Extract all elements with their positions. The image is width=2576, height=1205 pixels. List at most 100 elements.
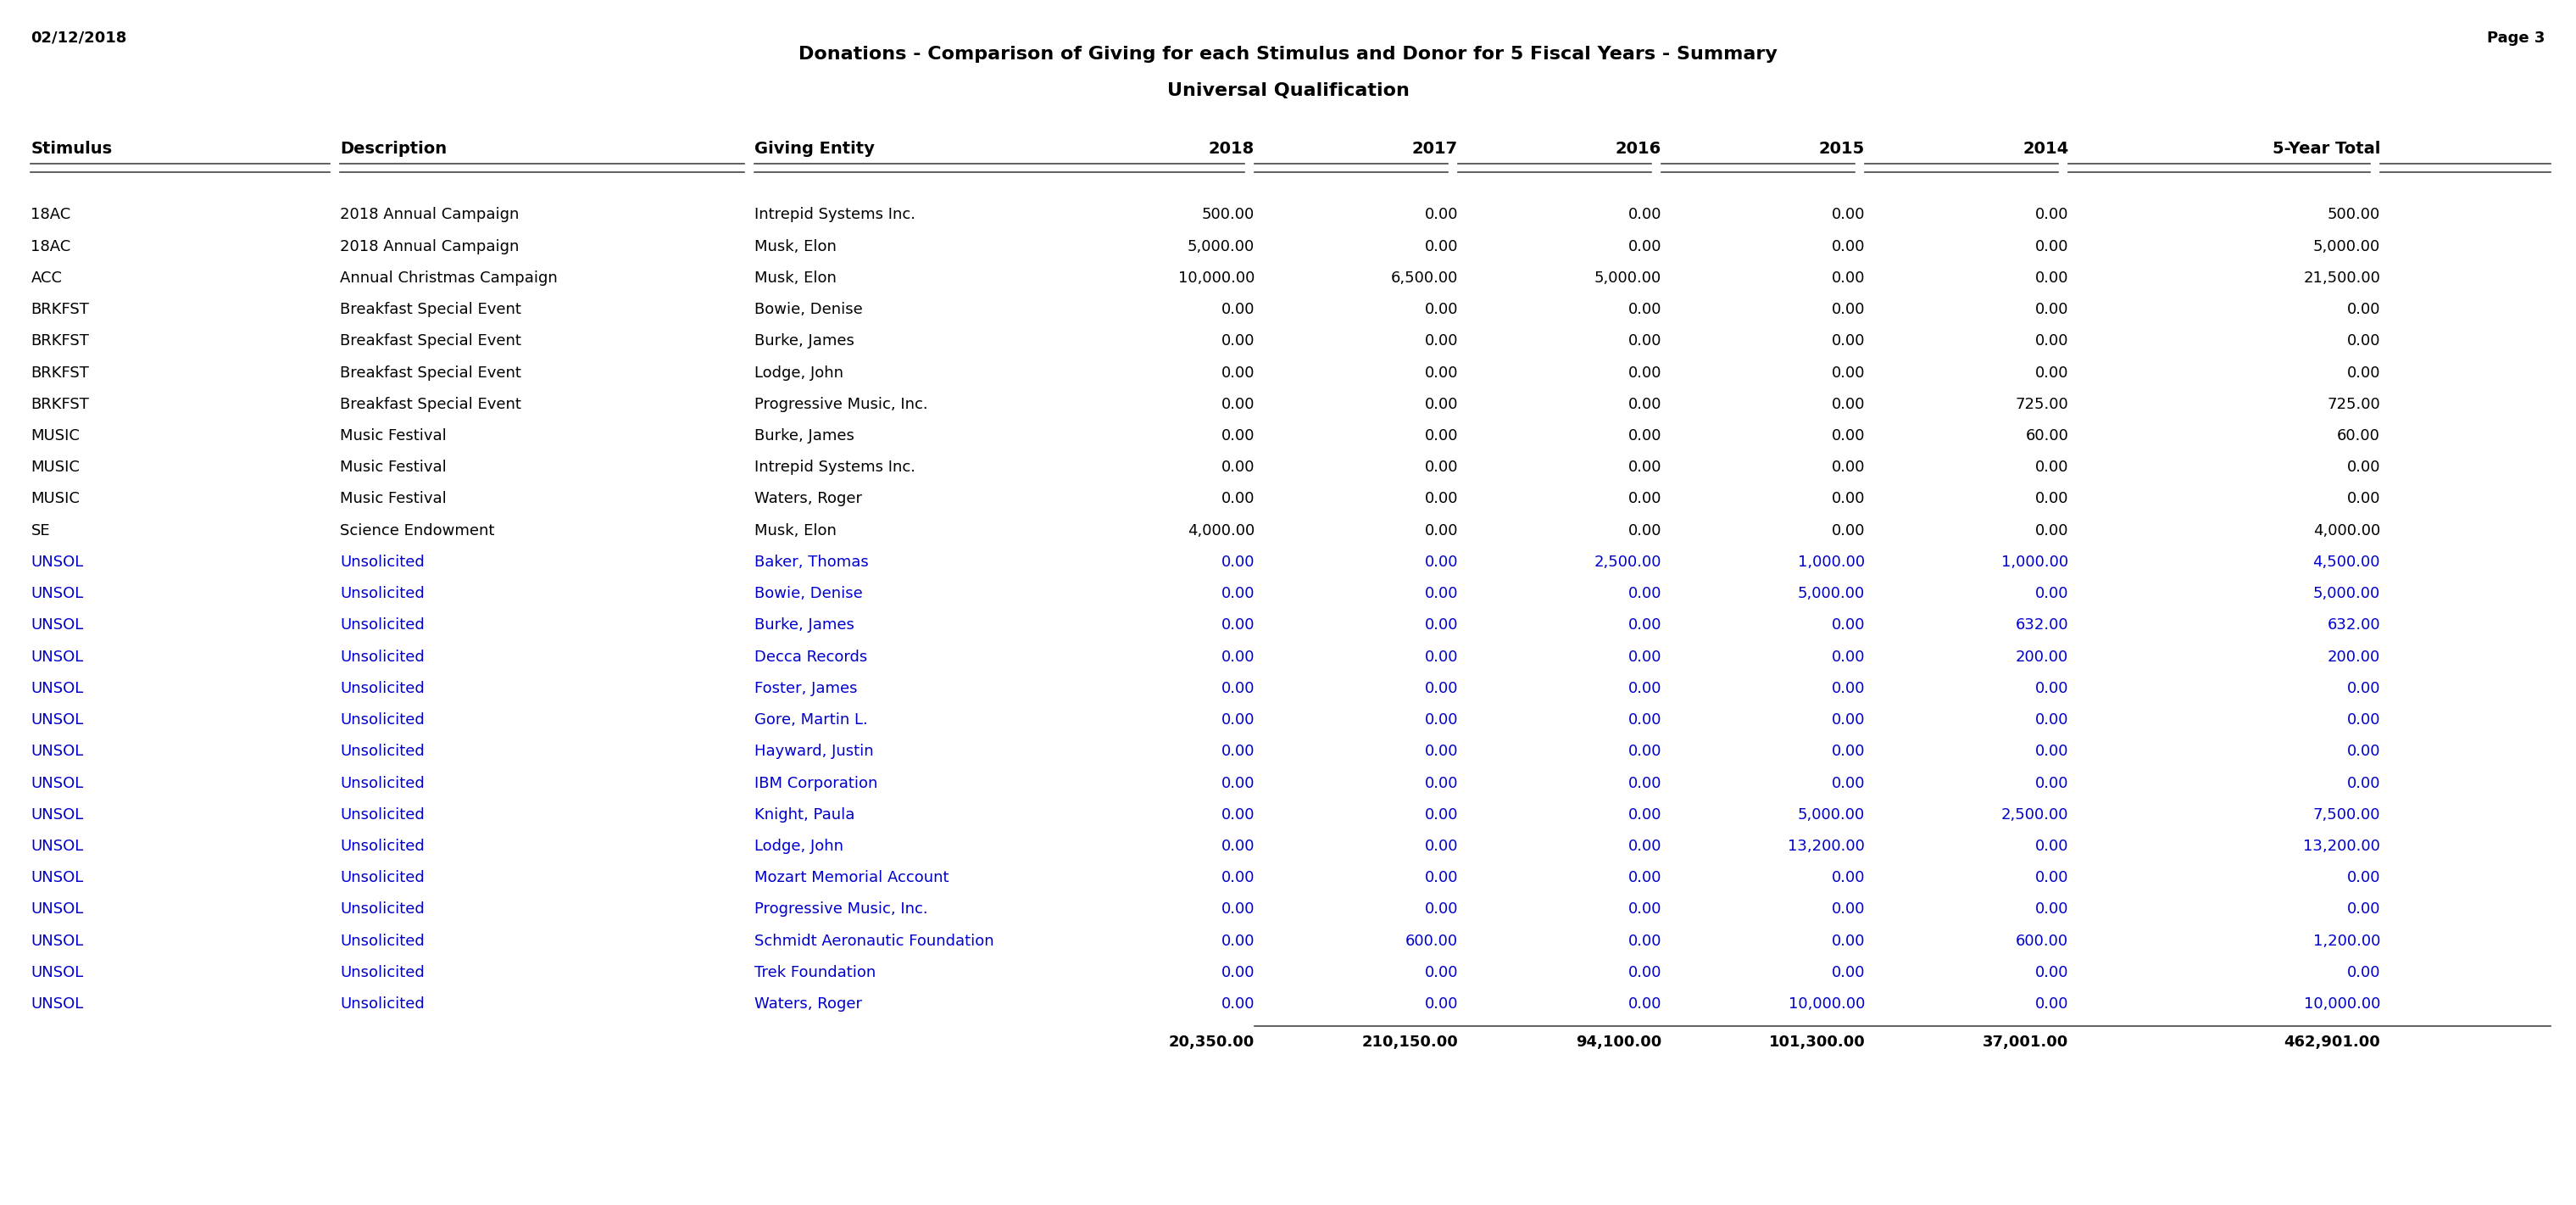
Text: 0.00: 0.00 xyxy=(1628,997,1662,1012)
Text: 500.00: 500.00 xyxy=(1203,207,1255,223)
Text: UNSOL: UNSOL xyxy=(31,649,82,664)
Text: 0.00: 0.00 xyxy=(1628,460,1662,475)
Text: Burke, James: Burke, James xyxy=(755,618,855,633)
Text: Mozart Memorial Account: Mozart Memorial Account xyxy=(755,870,951,886)
Text: 0.00: 0.00 xyxy=(1628,239,1662,254)
Text: Knight, Paula: Knight, Paula xyxy=(755,807,855,822)
Text: 0.00: 0.00 xyxy=(1425,712,1458,728)
Text: Unsolicited: Unsolicited xyxy=(340,934,425,948)
Text: BRKFST: BRKFST xyxy=(31,365,90,381)
Text: 0.00: 0.00 xyxy=(1425,396,1458,412)
Text: 0.00: 0.00 xyxy=(2347,965,2380,980)
Text: 0.00: 0.00 xyxy=(1425,618,1458,633)
Text: Breakfast Special Event: Breakfast Special Event xyxy=(340,334,520,348)
Text: Waters, Roger: Waters, Roger xyxy=(755,997,863,1012)
Text: Page 3: Page 3 xyxy=(2488,30,2545,46)
Text: UNSOL: UNSOL xyxy=(31,743,82,759)
Text: 60.00: 60.00 xyxy=(2025,428,2069,443)
Text: Unsolicited: Unsolicited xyxy=(340,681,425,696)
Text: 1,000.00: 1,000.00 xyxy=(1798,554,1865,570)
Text: 13,200.00: 13,200.00 xyxy=(2303,839,2380,854)
Text: 0.00: 0.00 xyxy=(1425,302,1458,317)
Text: UNSOL: UNSOL xyxy=(31,776,82,790)
Text: 0.00: 0.00 xyxy=(1628,302,1662,317)
Text: Unsolicited: Unsolicited xyxy=(340,901,425,917)
Text: 0.00: 0.00 xyxy=(1221,492,1255,506)
Text: UNSOL: UNSOL xyxy=(31,965,82,980)
Text: 0.00: 0.00 xyxy=(1832,270,1865,286)
Text: 0.00: 0.00 xyxy=(1425,776,1458,790)
Text: 0.00: 0.00 xyxy=(1221,334,1255,348)
Text: MUSIC: MUSIC xyxy=(31,428,80,443)
Text: 6,500.00: 6,500.00 xyxy=(1391,270,1458,286)
Text: 18AC: 18AC xyxy=(31,207,72,223)
Text: 5-Year Total: 5-Year Total xyxy=(2272,141,2380,157)
Text: Musk, Elon: Musk, Elon xyxy=(755,270,837,286)
Text: 0.00: 0.00 xyxy=(2347,460,2380,475)
Text: 0.00: 0.00 xyxy=(2035,492,2069,506)
Text: 462,901.00: 462,901.00 xyxy=(2285,1034,2380,1050)
Text: 0.00: 0.00 xyxy=(1221,302,1255,317)
Text: 0.00: 0.00 xyxy=(1628,807,1662,822)
Text: 0.00: 0.00 xyxy=(1221,649,1255,664)
Text: Musk, Elon: Musk, Elon xyxy=(755,239,837,254)
Text: Music Festival: Music Festival xyxy=(340,428,446,443)
Text: Trek Foundation: Trek Foundation xyxy=(755,965,876,980)
Text: 0.00: 0.00 xyxy=(2347,492,2380,506)
Text: 0.00: 0.00 xyxy=(2347,901,2380,917)
Text: 0.00: 0.00 xyxy=(1628,492,1662,506)
Text: Waters, Roger: Waters, Roger xyxy=(755,492,863,506)
Text: 0.00: 0.00 xyxy=(1221,776,1255,790)
Text: 0.00: 0.00 xyxy=(1425,743,1458,759)
Text: 0.00: 0.00 xyxy=(2035,776,2069,790)
Text: 600.00: 600.00 xyxy=(1406,934,1458,948)
Text: 0.00: 0.00 xyxy=(1425,523,1458,539)
Text: Burke, James: Burke, James xyxy=(755,428,855,443)
Text: 0.00: 0.00 xyxy=(1221,554,1255,570)
Text: Intrepid Systems Inc.: Intrepid Systems Inc. xyxy=(755,207,917,223)
Text: 0.00: 0.00 xyxy=(2035,681,2069,696)
Text: 0.00: 0.00 xyxy=(2035,239,2069,254)
Text: Unsolicited: Unsolicited xyxy=(340,839,425,854)
Text: UNSOL: UNSOL xyxy=(31,839,82,854)
Text: 0.00: 0.00 xyxy=(1832,460,1865,475)
Text: 0.00: 0.00 xyxy=(2035,334,2069,348)
Text: Decca Records: Decca Records xyxy=(755,649,868,664)
Text: Musk, Elon: Musk, Elon xyxy=(755,523,837,539)
Text: 0.00: 0.00 xyxy=(1425,681,1458,696)
Text: Bowie, Denise: Bowie, Denise xyxy=(755,586,863,601)
Text: Intrepid Systems Inc.: Intrepid Systems Inc. xyxy=(755,460,917,475)
Text: 0.00: 0.00 xyxy=(1628,681,1662,696)
Text: 2018 Annual Campaign: 2018 Annual Campaign xyxy=(340,207,520,223)
Text: 0.00: 0.00 xyxy=(1628,934,1662,948)
Text: 0.00: 0.00 xyxy=(1425,554,1458,570)
Text: 0.00: 0.00 xyxy=(1832,965,1865,980)
Text: 02/12/2018: 02/12/2018 xyxy=(31,30,126,46)
Text: 5,000.00: 5,000.00 xyxy=(2313,586,2380,601)
Text: 0.00: 0.00 xyxy=(1628,712,1662,728)
Text: 0.00: 0.00 xyxy=(1425,807,1458,822)
Text: 0.00: 0.00 xyxy=(1628,428,1662,443)
Text: 0.00: 0.00 xyxy=(1628,776,1662,790)
Text: Unsolicited: Unsolicited xyxy=(340,586,425,601)
Text: 10,000.00: 10,000.00 xyxy=(1177,270,1255,286)
Text: Universal Qualification: Universal Qualification xyxy=(1167,82,1409,99)
Text: 2014: 2014 xyxy=(2022,141,2069,157)
Text: 0.00: 0.00 xyxy=(1832,870,1865,886)
Text: Bowie, Denise: Bowie, Denise xyxy=(755,302,863,317)
Text: 2,500.00: 2,500.00 xyxy=(2002,807,2069,822)
Text: Unsolicited: Unsolicited xyxy=(340,743,425,759)
Text: 0.00: 0.00 xyxy=(2347,334,2380,348)
Text: 0.00: 0.00 xyxy=(1221,997,1255,1012)
Text: 7,500.00: 7,500.00 xyxy=(2313,807,2380,822)
Text: 2015: 2015 xyxy=(1819,141,1865,157)
Text: MUSIC: MUSIC xyxy=(31,460,80,475)
Text: 4,000.00: 4,000.00 xyxy=(1188,523,1255,539)
Text: Unsolicited: Unsolicited xyxy=(340,649,425,664)
Text: 5,000.00: 5,000.00 xyxy=(1798,807,1865,822)
Text: 0.00: 0.00 xyxy=(1221,743,1255,759)
Text: 0.00: 0.00 xyxy=(1628,839,1662,854)
Text: 18AC: 18AC xyxy=(31,239,72,254)
Text: 2017: 2017 xyxy=(1412,141,1458,157)
Text: Foster, James: Foster, James xyxy=(755,681,858,696)
